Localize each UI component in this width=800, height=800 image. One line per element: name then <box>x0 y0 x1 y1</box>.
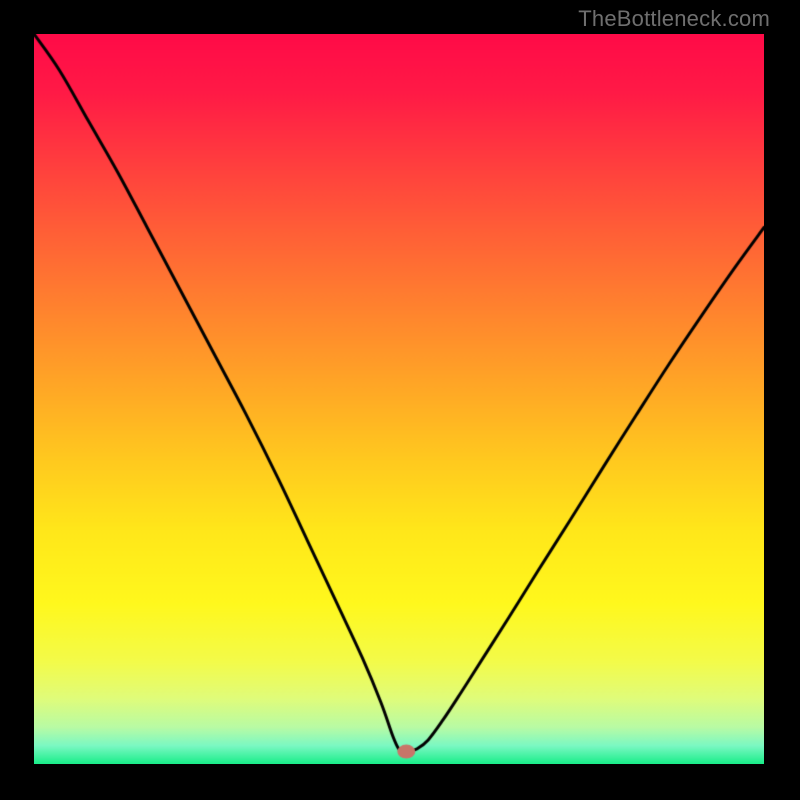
bottleneck-curve <box>34 34 764 764</box>
chart-stage: TheBottleneck.com <box>0 0 800 800</box>
watermark-label: TheBottleneck.com <box>578 6 770 32</box>
